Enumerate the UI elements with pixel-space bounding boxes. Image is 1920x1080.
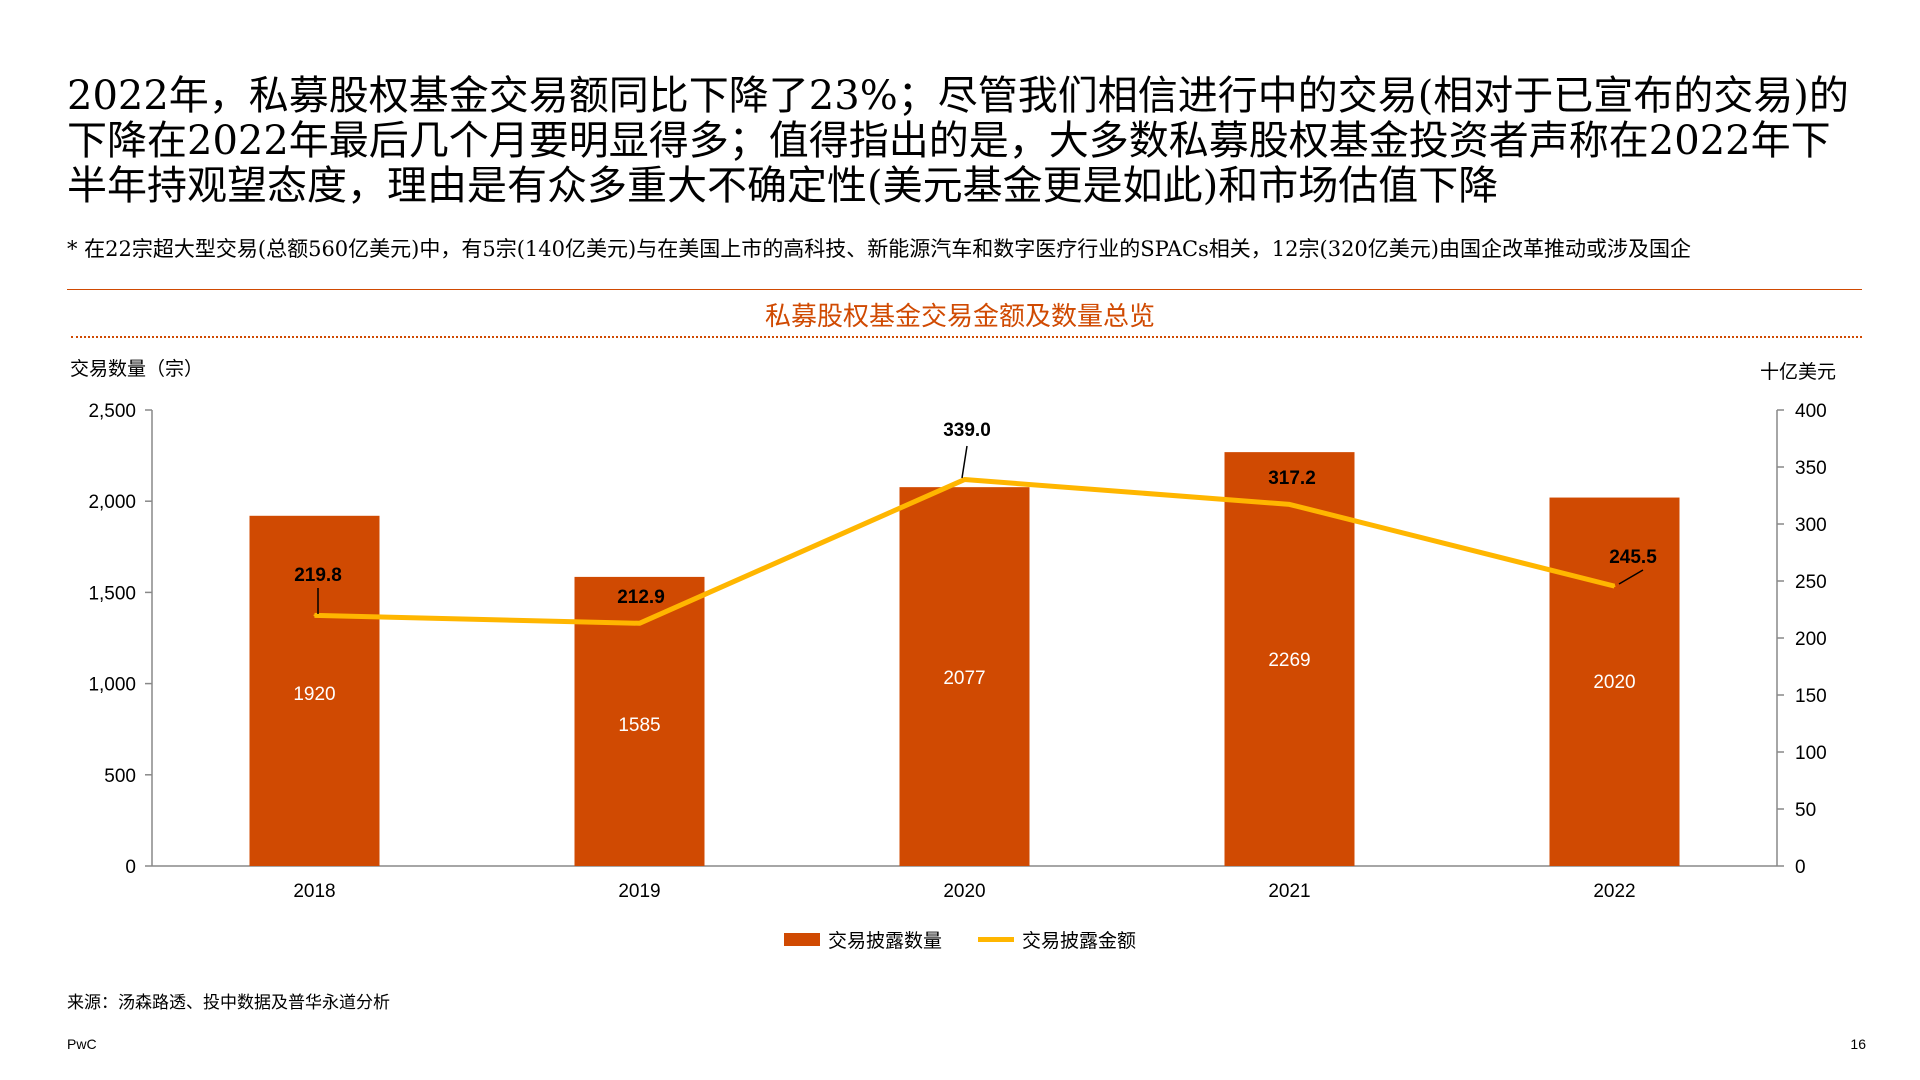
x-tick-label: 2021	[1268, 881, 1310, 902]
line-point	[1613, 585, 1616, 588]
x-tick-label: 2019	[618, 881, 660, 902]
left-tick-label: 500	[104, 766, 136, 787]
line-point	[313, 614, 316, 617]
combo-chart: 0 500 1,000 1,500 2,000 2,500 0 50 100 150 200 250 3…	[70, 358, 1836, 902]
bar-value-label: 2077	[943, 668, 985, 689]
left-tick-label: 1,500	[88, 583, 136, 604]
right-tick-label: 50	[1795, 800, 1816, 821]
x-tick-label: 2020	[943, 881, 985, 902]
leader-line	[961, 445, 968, 479]
left-tick-label: 0	[125, 857, 136, 878]
bar-2020	[899, 487, 1030, 866]
source-note: 来源：汤森路透、投中数据及普华永道分析	[67, 993, 390, 1013]
right-tick-label: 300	[1795, 515, 1827, 536]
x-tick-label: 2022	[1593, 881, 1635, 902]
divider-dotted	[71, 336, 1862, 338]
left-tick-label: 1,000	[88, 675, 136, 696]
brand-label: PwC	[67, 1036, 97, 1052]
divider-solid	[67, 289, 1862, 290]
right-tick-label: 400	[1795, 401, 1827, 422]
page-number: 16	[1850, 1036, 1866, 1052]
line-value-label: 317.2	[1268, 468, 1316, 489]
bar-2022	[1549, 497, 1680, 866]
right-tick-label: 0	[1795, 857, 1806, 878]
legend-item-line: 交易披露金额	[978, 926, 1136, 953]
bar-value-label: 1920	[293, 684, 335, 705]
legend-swatch-bar	[783, 933, 820, 946]
line-point	[1288, 503, 1291, 506]
line-point	[638, 622, 641, 625]
footnote: * 在22宗超大型交易(总额560亿美元)中，有5宗(140亿美元)与在美国上市…	[67, 237, 1691, 261]
legend-label-bar: 交易披露数量	[827, 930, 942, 952]
x-tick-label: 2018	[293, 881, 335, 902]
legend: 交易披露数量 交易披露金额	[0, 926, 1920, 953]
bar-value-label: 2269	[1268, 650, 1310, 671]
right-tick-label: 350	[1795, 458, 1827, 479]
chart-title: 私募股权基金交易金额及数量总览	[764, 302, 1155, 332]
legend-label-line: 交易披露金额	[1022, 930, 1137, 952]
bar-2018	[249, 515, 380, 866]
line-value-label: 219.8	[294, 565, 342, 586]
right-axis-title: 十亿美元	[1760, 361, 1836, 383]
legend-swatch-line	[978, 937, 1014, 942]
line-point	[963, 478, 966, 481]
headline: 2022年，私募股权基金交易额同比下降了23%；尽管我们相信进行中的交易(相对于…	[67, 73, 1849, 209]
bar-value-label: 1585	[618, 715, 660, 736]
bar-value-label: 2020	[1593, 672, 1635, 693]
line-value-label: 339.0	[943, 420, 991, 441]
leader-line	[1618, 569, 1644, 585]
right-tick-label: 200	[1795, 629, 1827, 650]
line-value-label: 245.5	[1609, 547, 1657, 568]
right-tick-label: 250	[1795, 572, 1827, 593]
line-value-label: 212.9	[617, 587, 665, 608]
left-tick-label: 2,500	[88, 401, 136, 422]
left-axis-title: 交易数量（宗）	[70, 358, 203, 380]
right-tick-label: 100	[1795, 743, 1827, 764]
bar-2021	[1224, 452, 1355, 866]
right-tick-label: 150	[1795, 686, 1827, 707]
legend-item-bar: 交易披露数量	[783, 926, 942, 953]
left-tick-label: 2,000	[88, 492, 136, 513]
